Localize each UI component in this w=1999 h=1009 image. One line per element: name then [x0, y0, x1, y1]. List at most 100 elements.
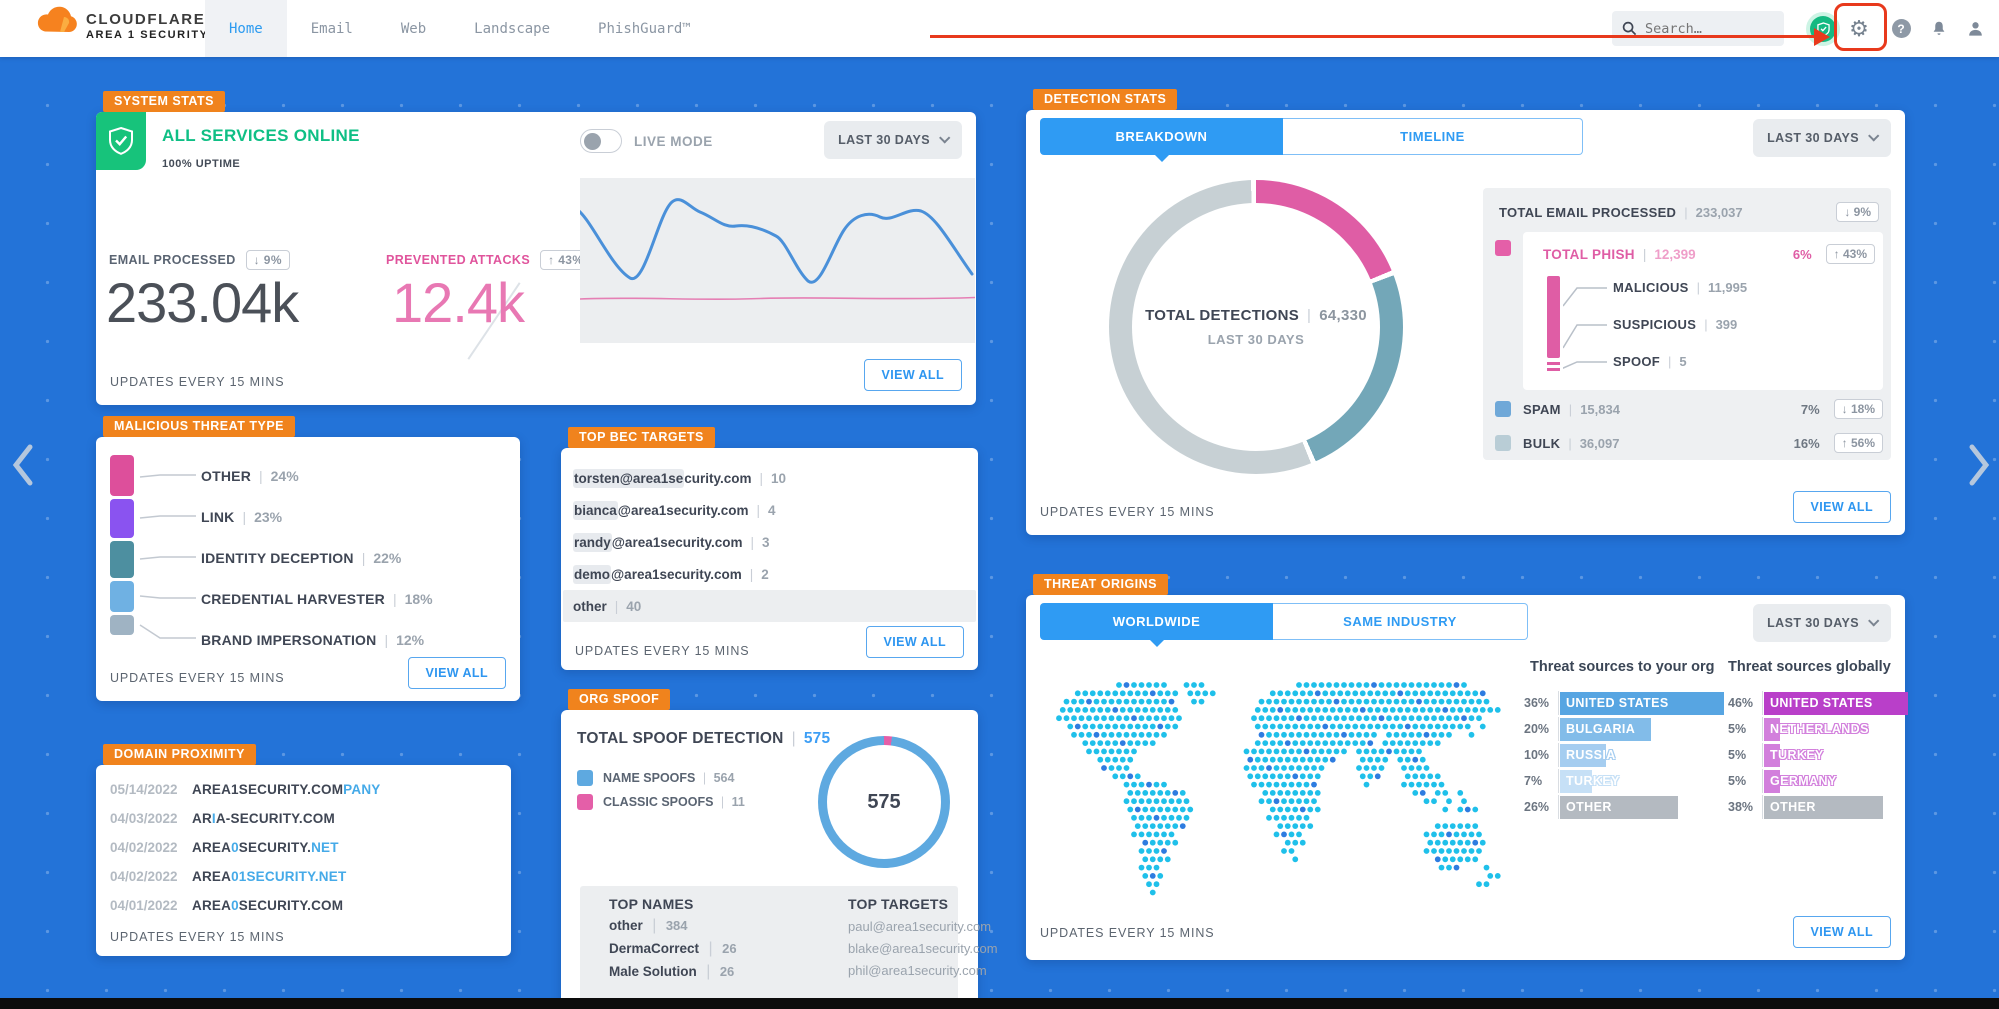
list-item: paul@area1security.com — [848, 919, 992, 934]
view-all-button[interactable]: VIEW ALL — [1792, 916, 1891, 948]
updates-text: UPDATES EVERY 15 MINS — [110, 375, 285, 389]
prevented-attacks-label: PREVENTED ATTACKS — [386, 253, 531, 267]
tab-worldwide[interactable]: WORLDWIDE — [1040, 603, 1273, 647]
prevented-attacks-value: 12.4k — [392, 271, 525, 334]
range-dropdown[interactable]: LAST 30 DAYS — [1753, 604, 1891, 642]
nav-item-home[interactable]: Home — [205, 0, 287, 57]
legend-swatch — [577, 794, 593, 810]
list-item: LINK | 23% — [201, 508, 283, 525]
bulk-row: BULK | 36,097 16% ↑ 56% — [1523, 433, 1883, 453]
list-item: other | 384 — [609, 917, 688, 934]
view-all-button[interactable]: VIEW ALL — [863, 359, 962, 391]
list-item: CREDENTIAL HARVESTER | 18% — [201, 590, 433, 607]
bar-row: 20% BULGARIA — [1524, 717, 1724, 741]
detections-donut-chart: TOTAL DETECTIONS | 64,330 LAST 30 DAYS — [1109, 180, 1403, 474]
threat-type-legend: OTHER | 24% LINK | 23% IDENTITY DECEPTION | 22… — [201, 455, 433, 660]
card-badge: DOMAIN PROXIMITY — [103, 744, 256, 765]
suspicious-row: SUSPICIOUS | 399 — [1613, 317, 1738, 332]
domain-proximity-card: DOMAIN PROXIMITY 05/14/2022 AREA1SECURITY… — [96, 744, 511, 956]
bar-row: 5% GERMANY — [1728, 769, 1910, 793]
services-status-text: ALL SERVICES ONLINE — [162, 126, 360, 145]
top-bec-targets-card: TOP BEC TARGETS torsten@area1security.co… — [561, 427, 978, 670]
live-mode-label: LIVE MODE — [634, 133, 713, 149]
top-targets-list: TOP TARGETS paul@area1security.com blake… — [848, 896, 998, 978]
list-item[interactable]: bianca@area1security.com | 4 — [573, 500, 776, 520]
list-item: Male Solution | 26 — [609, 963, 735, 980]
brand[interactable]: CLOUDFLARE AREA 1 SECURITY — [36, 6, 209, 41]
list-item[interactable]: 04/02/2022 AREA0SECURITY.NET — [110, 840, 339, 855]
delta-badge: ↑ 43% — [1825, 244, 1875, 264]
brand-title: CLOUDFLARE — [86, 11, 206, 28]
legend-swatch — [577, 770, 593, 786]
threat-bar-segment — [110, 614, 134, 636]
spam-row: SPAM | 15,834 7% ↓ 18% — [1523, 399, 1883, 419]
settings-gear-icon[interactable]: ⚙ — [1849, 15, 1869, 41]
total-phish-row: TOTAL PHISH | 12,399 6% ↑ 43% — [1543, 244, 1875, 264]
search-input[interactable] — [1645, 20, 1765, 37]
list-item[interactable]: 04/01/2022 AREA0SECURITY.COM — [110, 898, 344, 913]
legend-item: NAME SPOOFS | 564 — [577, 766, 745, 790]
phish-detail-panel: TOTAL PHISH | 12,399 6% ↑ 43% MALICIOUS | 11… — [1523, 232, 1883, 390]
list-item: IDENTITY DECEPTION | 22% — [201, 549, 402, 566]
phish-pct: 6% — [1792, 246, 1812, 262]
live-mode-toggle[interactable] — [580, 129, 622, 153]
live-mode-control: LIVE MODE — [580, 129, 713, 153]
list-item[interactable]: randy@area1security.com | 3 — [573, 532, 770, 552]
search-box[interactable] — [1612, 11, 1784, 46]
notifications-bell-icon[interactable] — [1924, 0, 1954, 57]
tab-timeline[interactable]: TIMELINE — [1283, 118, 1583, 155]
view-all-button[interactable]: VIEW ALL — [1792, 491, 1891, 523]
updates-text: UPDATES EVERY 15 MINS — [1040, 926, 1215, 940]
card-badge: TOP BEC TARGETS — [568, 427, 715, 448]
spoof-legend: NAME SPOOFS | 564 CLASSIC SPOOFS | 11 — [577, 766, 745, 814]
spoof-donut-center-value: 575 — [867, 790, 901, 813]
view-all-button[interactable]: VIEW ALL — [865, 626, 964, 658]
tab-breakdown[interactable]: BREAKDOWN — [1040, 118, 1283, 162]
help-icon[interactable]: ? — [1886, 0, 1916, 57]
updates-text: UPDATES EVERY 15 MINS — [575, 644, 750, 658]
user-avatar-icon[interactable] — [1960, 0, 1990, 57]
top-names-title: TOP NAMES — [609, 896, 694, 912]
range-dropdown[interactable]: LAST 30 DAYS — [824, 121, 962, 159]
nav-item-landscape[interactable]: Landscape — [474, 20, 551, 37]
list-item: DermaCorrect | 26 — [609, 940, 737, 957]
card-badge: DETECTION STATS — [1033, 89, 1178, 110]
annotation-arrow-line — [930, 35, 1816, 38]
active-tab-pointer — [1153, 154, 1170, 162]
range-dropdown[interactable]: LAST 30 DAYS — [1753, 119, 1891, 157]
list-item[interactable]: 05/14/2022 AREA1SECURITY.COMPANY — [110, 782, 381, 797]
tab-same-industry[interactable]: SAME INDUSTRY — [1273, 603, 1528, 640]
threat-type-stacked-bar — [110, 455, 134, 636]
phish-bar — [1547, 276, 1560, 358]
activity-sparkline-chart — [573, 178, 976, 343]
updates-text: UPDATES EVERY 15 MINS — [1040, 505, 1215, 519]
detection-breakdown-panel: TOTAL EMAIL PROCESSED | 233,037 ↓ 9% TOTAL… — [1483, 188, 1891, 460]
updates-text: UPDATES EVERY 15 MINS — [110, 930, 285, 944]
total-email-row: TOTAL EMAIL PROCESSED | 233,037 ↓ 9% — [1499, 202, 1879, 222]
nav-item-web[interactable]: Web — [400, 20, 427, 37]
connector-lines — [139, 474, 196, 639]
list-item[interactable]: demo@area1security.com | 2 — [573, 564, 769, 584]
bar-row: 10% RUSSIA — [1524, 743, 1724, 767]
detection-tabs: BREAKDOWN TIMELINE — [1040, 118, 1583, 162]
list-item[interactable]: torsten@area1security.com | 10 — [573, 468, 787, 488]
list-item[interactable]: 04/02/2022 AREA01SECURITY.NET — [110, 869, 347, 884]
card-badge: SYSTEM STATS — [103, 91, 225, 112]
brand-subtitle: AREA 1 SECURITY — [86, 28, 209, 41]
prevented-attacks-delta-badge: ↑ 43% — [540, 250, 592, 270]
global-sources-title: Threat sources globally — [1728, 659, 1891, 675]
view-all-button[interactable]: VIEW ALL — [407, 657, 506, 689]
list-item: phil@area1security.com — [848, 963, 987, 978]
carousel-right-icon[interactable] — [1962, 440, 1996, 495]
list-item: OTHER | 24% — [201, 467, 299, 484]
nav-item-email[interactable]: Email — [310, 20, 353, 37]
delta-badge: ↓ 18% — [1833, 399, 1883, 419]
list-item[interactable]: 04/03/2022 ARIA-SECURITY.COM — [110, 811, 335, 826]
list-item[interactable]: other | 40 — [563, 590, 976, 622]
legend-swatch — [1495, 401, 1511, 417]
top-navbar: CLOUDFLARE AREA 1 SECURITY Home Email We… — [0, 0, 1999, 57]
nav-item-phishguard[interactable]: PhishGuard™ — [598, 20, 691, 37]
carousel-left-icon[interactable] — [6, 440, 40, 495]
updates-text: UPDATES EVERY 15 MINS — [110, 671, 285, 685]
world-map — [1040, 679, 1522, 907]
